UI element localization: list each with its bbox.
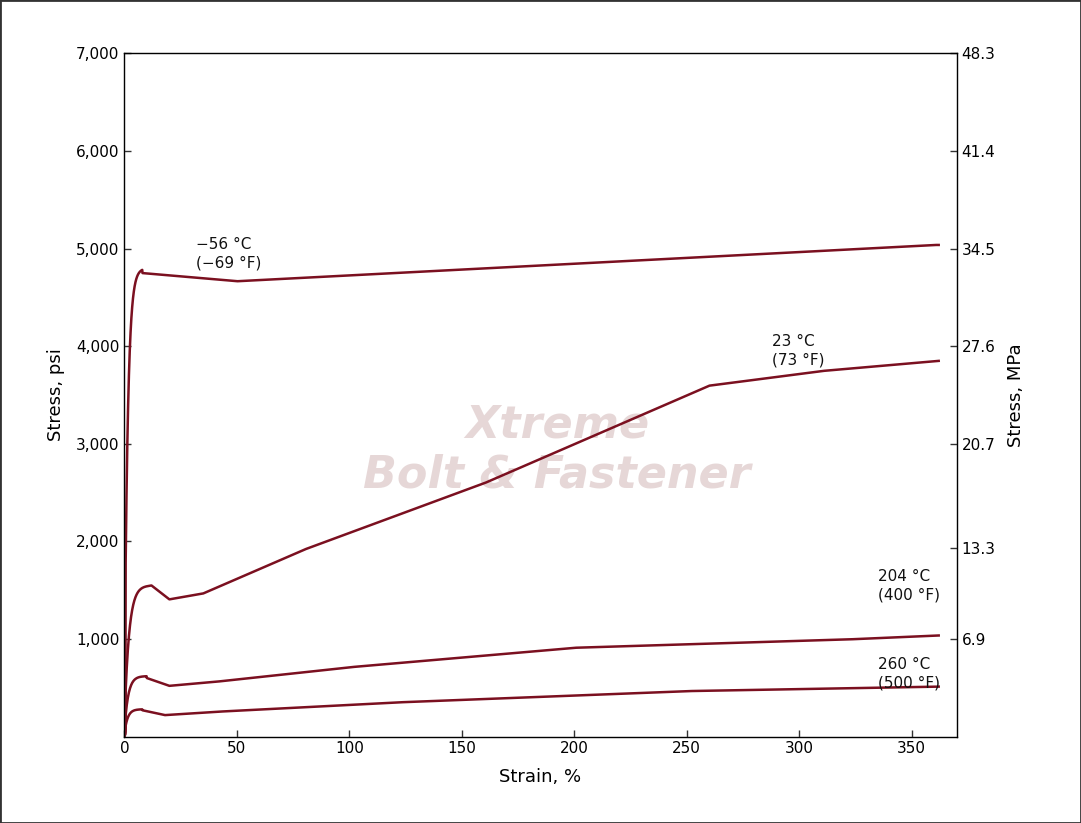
Text: 260 °C
(500 °F): 260 °C (500 °F) [878, 658, 940, 691]
Text: Xtreme
Bolt & Fastener: Xtreme Bolt & Fastener [363, 403, 751, 496]
Text: PTFE STRESS STRAIN CURVE AT VARIOUS TEMPERATURES: PTFE STRESS STRAIN CURVE AT VARIOUS TEMP… [19, 25, 916, 53]
Y-axis label: Stress, MPa: Stress, MPa [1006, 343, 1025, 447]
Y-axis label: Stress, psi: Stress, psi [46, 349, 65, 441]
Text: −56 °C
(−69 °F): −56 °C (−69 °F) [197, 237, 262, 270]
Text: 204 °C
(400 °F): 204 °C (400 °F) [878, 569, 940, 602]
Text: 23 °C
(73 °F): 23 °C (73 °F) [772, 334, 825, 368]
X-axis label: Strain, %: Strain, % [499, 768, 582, 786]
